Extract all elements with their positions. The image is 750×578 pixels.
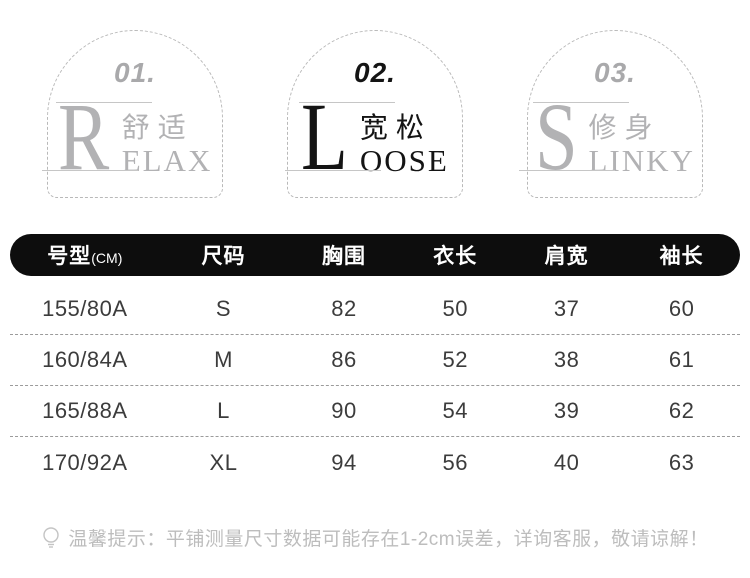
cell-model: 165/88A: [42, 398, 128, 423]
cell-size: M: [214, 347, 233, 372]
decorative-hairline: [285, 170, 382, 172]
cell-sleeve: 63: [668, 449, 695, 475]
table-row: 165/88A L 90 54 39 62: [10, 386, 740, 437]
cell-length: 52: [442, 347, 469, 372]
cell-bust: 86: [331, 347, 357, 372]
size-table-body: 155/80A S 82 50 37 60 160/84A M 86 52 38…: [10, 284, 740, 488]
badge-cn-label: 宽松: [359, 113, 432, 145]
badge-logo-loose: L 宽松 OOSE: [285, 83, 449, 190]
lightbulb-icon: [41, 526, 61, 550]
decorative-hairline: [299, 102, 396, 103]
col-header-bust: 胸围: [321, 245, 366, 268]
col-header-model: 号型(CM): [47, 245, 123, 268]
cell-shoulder: 39: [553, 398, 580, 423]
tip-text: 温馨提示：平铺测量尺寸数据可能存在1-2cm误差，详询客服，敬请谅解！: [68, 529, 709, 550]
badge-rest-label: LINKY: [588, 143, 695, 179]
col-header-shoulder: 肩宽: [544, 245, 589, 268]
badge-initial: S: [535, 83, 578, 190]
col-header-unit: (CM): [91, 250, 123, 266]
cell-model: 170/92A: [42, 449, 128, 475]
cell-length: 50: [442, 296, 469, 321]
badge-cn-label: 修身: [588, 113, 661, 145]
cell-model: 155/80A: [42, 296, 128, 321]
decorative-hairline: [41, 170, 138, 172]
cell-shoulder: 40: [553, 449, 580, 475]
decorative-hairline: [533, 102, 630, 103]
size-table-header: 号型(CM) 尺码 胸围 衣长 肩宽 袖长: [10, 234, 740, 276]
cell-size: S: [215, 296, 232, 321]
badge-slinky: 03. S 修身 LINKY: [519, 30, 703, 198]
badge-number: 01.: [114, 57, 156, 88]
badge-cn-label: 舒适: [121, 113, 194, 145]
badge-initial: L: [301, 83, 349, 190]
cell-length: 54: [442, 398, 469, 423]
badge-logo-relax: R 舒适 ELAX: [41, 83, 213, 190]
cell-sleeve: 61: [668, 347, 695, 372]
decorative-hairline: [55, 102, 152, 103]
cell-size: L: [217, 398, 230, 423]
badge-rest-label: ELAX: [121, 143, 213, 179]
badge-loose: 02. L 宽松 OOSE: [285, 30, 463, 198]
cell-sleeve: 60: [668, 296, 695, 321]
cell-size: XL: [209, 449, 238, 475]
cell-shoulder: 38: [553, 347, 580, 372]
cell-shoulder: 37: [553, 296, 580, 321]
badge-rest-label: OOSE: [359, 143, 449, 179]
cell-length: 56: [442, 449, 469, 475]
cell-bust: 94: [331, 449, 357, 475]
cell-bust: 90: [331, 398, 357, 423]
badge-logo-slinky: S 修身 LINKY: [519, 83, 695, 190]
badge-relax: 01. R 舒适 ELAX: [41, 30, 223, 198]
cell-model: 160/84A: [42, 347, 128, 372]
cell-bust: 82: [331, 296, 357, 321]
col-header-size: 尺码: [201, 245, 246, 268]
decorative-hairline: [519, 170, 616, 172]
table-row: 170/92A XL 94 56 40 63: [10, 437, 740, 488]
style-badges: 01. R 舒适 ELAX 02. L 宽松 OOSE: [0, 0, 750, 198]
table-row: 155/80A S 82 50 37 60: [10, 284, 740, 335]
col-header-sleeve: 袖长: [659, 245, 704, 268]
badge-number: 02.: [354, 57, 396, 88]
size-table: 号型(CM) 尺码 胸围 衣长 肩宽 袖长 155/80A S 82 50 37…: [0, 234, 750, 488]
badge-number: 03.: [594, 57, 636, 88]
cell-sleeve: 62: [668, 398, 695, 423]
table-row: 160/84A M 86 52 38 61: [10, 335, 740, 386]
col-header-length: 衣长: [433, 245, 478, 268]
badge-initial: R: [57, 83, 109, 190]
measurement-tip: 温馨提示：平铺测量尺寸数据可能存在1-2cm误差，详询客服，敬请谅解！: [0, 524, 750, 551]
